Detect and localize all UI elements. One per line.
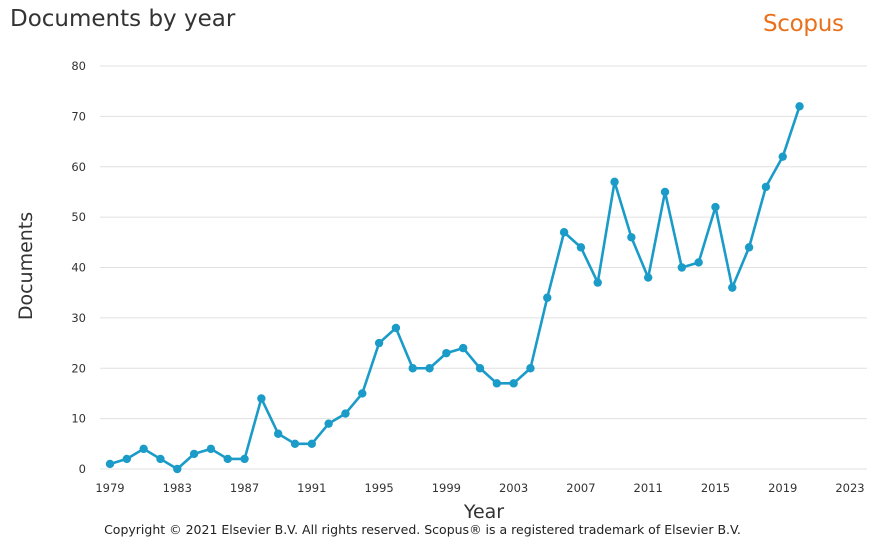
data-point-1991[interactable] xyxy=(307,439,317,449)
data-point-2016[interactable] xyxy=(728,283,737,292)
data-point-2007[interactable] xyxy=(576,243,586,252)
series-layer xyxy=(105,102,804,474)
data-point-1988[interactable] xyxy=(257,394,266,403)
data-point-1981[interactable] xyxy=(139,444,148,454)
data-point-2018[interactable] xyxy=(761,182,771,192)
data-point-2008[interactable] xyxy=(593,278,602,287)
scopus-logo[interactable]: Scopus xyxy=(763,11,844,37)
data-point-2017[interactable] xyxy=(744,243,754,252)
data-point-1997[interactable] xyxy=(408,364,417,373)
data-point-2000[interactable] xyxy=(458,343,468,353)
data-point-2002[interactable] xyxy=(492,379,502,388)
x-tick-label: 2003 xyxy=(499,481,528,495)
grid-lines xyxy=(100,65,867,470)
data-point-1983[interactable] xyxy=(173,464,182,474)
y-tick-label: 80 xyxy=(71,59,86,73)
x-tick-label: 2019 xyxy=(768,481,797,495)
x-tick-label: 2007 xyxy=(566,481,595,495)
data-point-1998[interactable] xyxy=(425,364,434,373)
data-point-1995[interactable] xyxy=(374,338,384,348)
data-point-2005[interactable] xyxy=(543,293,552,302)
series-line xyxy=(108,105,801,471)
data-point-2014[interactable] xyxy=(694,258,703,267)
data-point-2011[interactable] xyxy=(643,273,653,282)
x-tick-label: 1999 xyxy=(432,481,461,495)
chart-title: Documents by year xyxy=(10,6,236,32)
y-tick-label: 20 xyxy=(71,361,86,375)
x-tick-label: 2023 xyxy=(835,481,864,495)
data-point-1979[interactable] xyxy=(105,459,115,469)
data-point-2006[interactable] xyxy=(559,228,569,237)
data-point-2003[interactable] xyxy=(509,379,518,388)
y-tick-label: 0 xyxy=(79,462,86,476)
data-point-2009[interactable] xyxy=(610,177,619,187)
y-tick-label: 70 xyxy=(71,109,86,123)
data-point-1989[interactable] xyxy=(273,429,283,438)
data-point-2010[interactable] xyxy=(627,233,636,242)
data-point-1985[interactable] xyxy=(206,444,216,454)
data-point-2001[interactable] xyxy=(475,364,485,373)
data-point-1999[interactable] xyxy=(442,348,451,358)
y-tick-label: 50 xyxy=(71,210,86,224)
data-point-1986[interactable] xyxy=(223,454,232,464)
data-point-1984[interactable] xyxy=(189,449,199,459)
y-tick-label: 10 xyxy=(71,412,86,426)
x-axis-title: Year xyxy=(463,501,504,520)
x-tick-label: 2015 xyxy=(701,481,730,495)
x-tick-label: 2011 xyxy=(634,481,663,495)
data-point-2019[interactable] xyxy=(778,152,787,161)
data-point-1993[interactable] xyxy=(341,409,350,418)
data-point-1992[interactable] xyxy=(324,419,333,428)
x-tick-label: 1979 xyxy=(95,481,124,495)
copyright-notice: Copyright © 2021 Elsevier B.V. All right… xyxy=(104,522,741,537)
data-point-1994[interactable] xyxy=(358,389,367,398)
data-point-1990[interactable] xyxy=(290,439,300,449)
data-point-2004[interactable] xyxy=(526,364,535,373)
data-point-2015[interactable] xyxy=(711,202,720,212)
data-point-1980[interactable] xyxy=(122,454,132,464)
y-axis-ticks: 0 10 20 30 40 50 60 70 80 xyxy=(71,59,86,476)
data-point-1982[interactable] xyxy=(156,454,165,464)
x-tick-label: 1995 xyxy=(364,481,393,495)
y-axis-title: Documents xyxy=(15,212,37,320)
y-tick-label: 40 xyxy=(71,261,86,275)
data-point-2013[interactable] xyxy=(677,263,687,272)
data-point-1987[interactable] xyxy=(240,454,249,464)
data-point-2020[interactable] xyxy=(795,102,804,111)
x-tick-label: 1987 xyxy=(230,481,259,495)
data-point-2012[interactable] xyxy=(660,187,670,197)
y-tick-label: 30 xyxy=(71,311,86,325)
x-tick-label: 1991 xyxy=(297,481,326,495)
data-point-1996[interactable] xyxy=(391,323,401,333)
x-tick-label: 1983 xyxy=(163,481,192,495)
y-tick-label: 60 xyxy=(71,160,86,174)
x-axis-ticks: 1979 1983 1987 1991 1995 1999 2003 2007 2011 2015… xyxy=(95,481,864,495)
